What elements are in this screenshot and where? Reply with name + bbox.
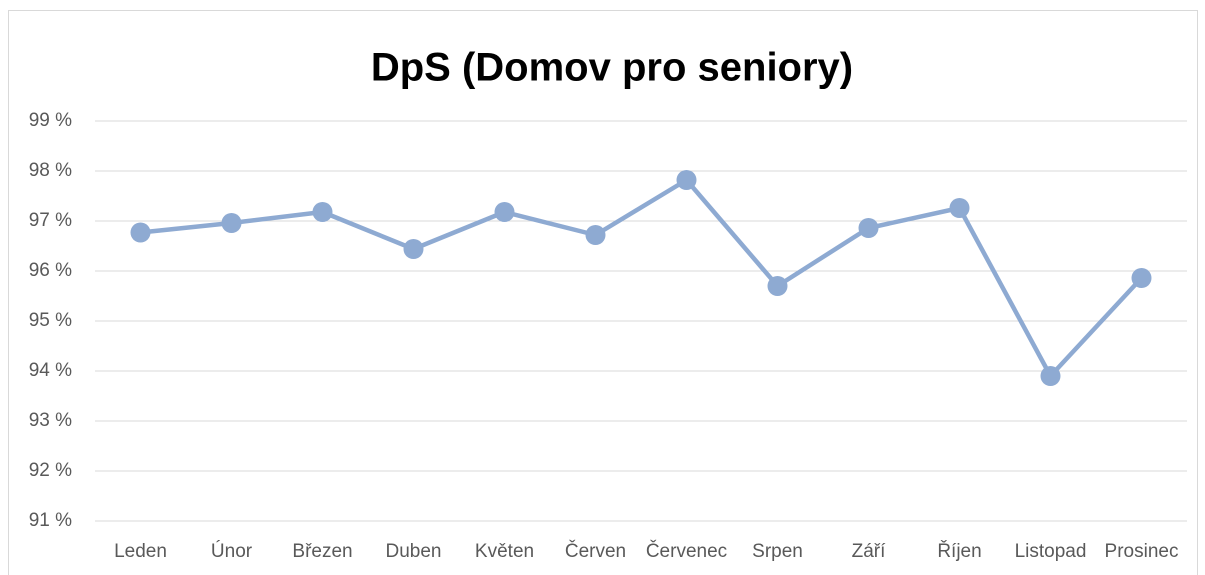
x-tick-label: Říjen xyxy=(937,540,981,562)
point xyxy=(130,222,151,243)
y-tick-label: 92 % xyxy=(29,460,72,481)
point xyxy=(858,218,879,238)
x-tick-label: Červenec xyxy=(646,540,727,562)
point xyxy=(1040,366,1061,386)
chart-title: DpS (Domov pro seniory) xyxy=(371,46,853,90)
point xyxy=(949,198,970,218)
series-line xyxy=(140,177,1144,379)
y-tick-label: 94 % xyxy=(29,360,72,381)
point xyxy=(676,170,697,190)
point xyxy=(312,202,333,222)
x-tick-label: Duben xyxy=(386,541,442,562)
x-tick-label: Únor xyxy=(211,540,253,562)
point xyxy=(585,225,606,245)
point xyxy=(221,213,242,233)
x-tick-label: Září xyxy=(852,541,887,562)
point xyxy=(403,239,424,259)
x-tick-label: Srpen xyxy=(752,541,803,562)
x-tick-label: Listopad xyxy=(1015,541,1087,562)
y-tick-label: 97 % xyxy=(29,210,72,231)
y-tick-label: 93 % xyxy=(29,410,72,431)
y-tick-label: 96 % xyxy=(29,260,72,281)
point xyxy=(767,276,788,296)
x-tick-label: Prosinec xyxy=(1105,541,1179,562)
x-tick-label: Červen xyxy=(565,540,626,562)
y-tick-label: 91 % xyxy=(29,510,72,531)
x-tick-label: Březen xyxy=(292,541,352,562)
y-tick-label: 99 % xyxy=(29,110,72,131)
x-tick-label: Leden xyxy=(114,541,167,562)
y-tick-label: 95 % xyxy=(29,310,72,331)
y-tick-label: 98 % xyxy=(29,160,72,181)
chart-frame xyxy=(8,10,1198,575)
x-tick-label: Květen xyxy=(475,541,534,562)
point xyxy=(494,202,515,222)
point xyxy=(1131,268,1152,288)
